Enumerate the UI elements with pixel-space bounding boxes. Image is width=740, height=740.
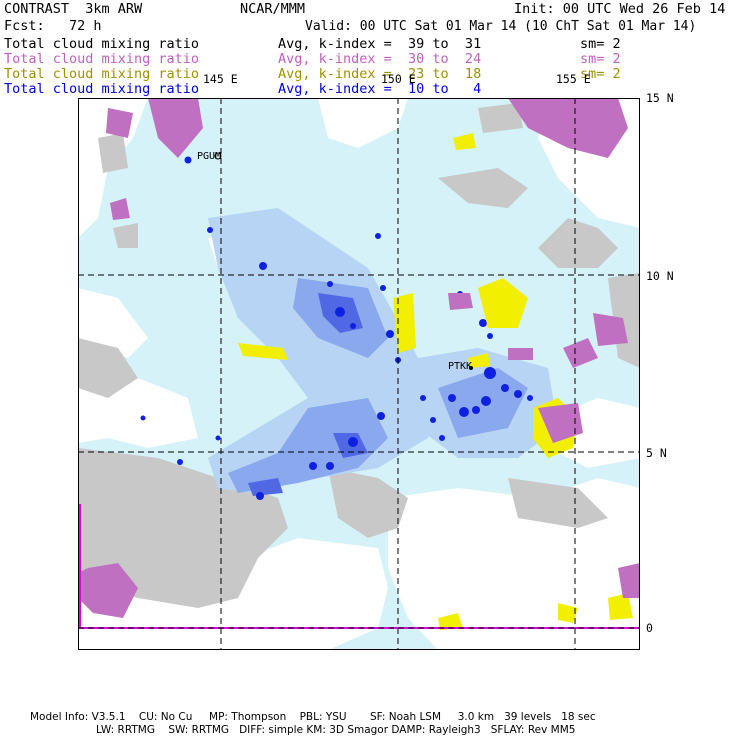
field-range-2: Avg, k-index = 30 to 24 bbox=[278, 51, 482, 67]
lat-label-10n: 10 N bbox=[646, 269, 674, 283]
map-frame bbox=[78, 98, 640, 650]
lon-label-145: 145 E bbox=[203, 72, 238, 86]
field-name-3: Total cloud mixing ratio bbox=[4, 66, 200, 82]
field-range-4: Avg, k-index = 10 to 4 bbox=[278, 81, 482, 97]
station-label-pgum: PGUM bbox=[197, 151, 222, 162]
field-range-1: Avg, k-index = 39 to 31 bbox=[278, 36, 482, 52]
k-index-30-regions bbox=[78, 98, 640, 618]
lat-label-15n: 15 N bbox=[646, 91, 674, 105]
field-name-4: Total cloud mixing ratio bbox=[4, 81, 200, 97]
lat-label-5n: 5 N bbox=[646, 446, 667, 460]
forecast-hour: Fcst: 72 h bbox=[4, 18, 102, 34]
lon-label-150: 150 E bbox=[381, 72, 416, 86]
field-sm-1: sm= 2 bbox=[580, 36, 621, 52]
model-info-line-1: Model Info: V3.5.1 CU: No Cu MP: Thompso… bbox=[30, 711, 596, 723]
field-sm-3: sm= 2 bbox=[580, 66, 621, 82]
latlon-grid bbox=[78, 98, 640, 650]
model-info-line-2: LW: RRTMG SW: RRTMG DIFF: simple KM: 3D … bbox=[96, 724, 576, 736]
forecast-map bbox=[78, 98, 640, 650]
station-label-ptkk: PTKK bbox=[448, 361, 473, 372]
station-marker-pgum bbox=[214, 152, 222, 160]
field-name-2: Total cloud mixing ratio bbox=[4, 51, 200, 67]
lon-label-155: 155 E bbox=[556, 72, 591, 86]
lat-label-0: 0 bbox=[646, 621, 653, 635]
valid-time: Valid: 00 UTC Sat 01 Mar 14 (10 ChT Sat … bbox=[305, 19, 697, 34]
field-name-1: Total cloud mixing ratio bbox=[4, 36, 200, 52]
center-name: NCAR/MMM bbox=[240, 1, 306, 17]
station-marker-ptkk bbox=[469, 366, 473, 370]
product-title: CONTRAST 3km ARW bbox=[4, 1, 143, 17]
init-time: Init: 00 UTC Wed 26 Feb 14 bbox=[514, 1, 726, 17]
field-range-3: Avg, k-index = 23 to 18 bbox=[278, 66, 482, 82]
field-sm-2: sm= 2 bbox=[580, 51, 621, 67]
